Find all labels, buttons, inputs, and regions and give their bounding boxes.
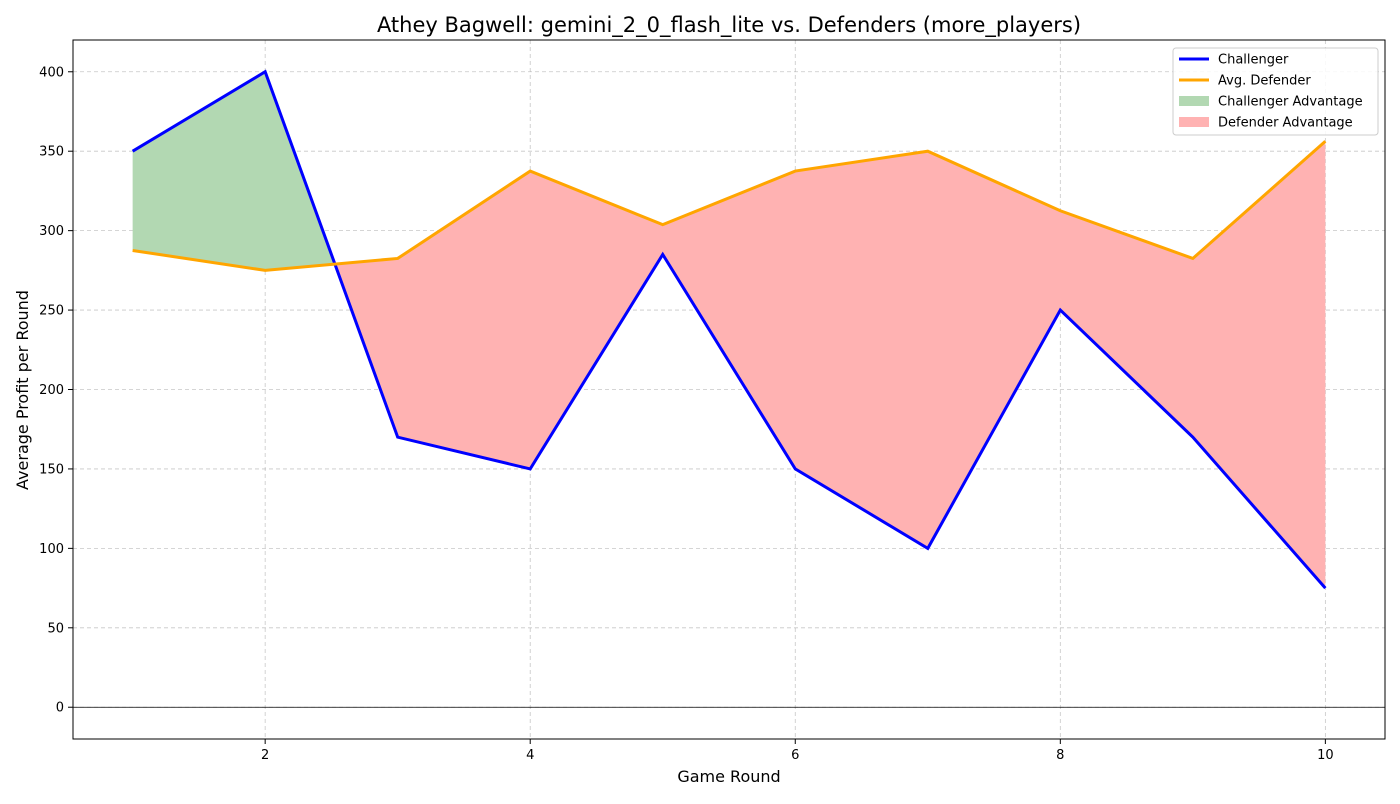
- x-tick-label: 8: [1056, 748, 1064, 763]
- y-tick-label: 250: [39, 304, 64, 319]
- y-tick-label: 200: [39, 383, 64, 398]
- x-axis-label: Game Round: [677, 767, 780, 786]
- x-tick-label: 4: [526, 748, 534, 763]
- y-tick-label: 300: [39, 224, 64, 239]
- legend-challenger-label: Challenger: [1218, 53, 1289, 68]
- y-tick-label: 0: [56, 701, 64, 716]
- legend-defender-advantage-label: Defender Advantage: [1218, 116, 1353, 131]
- legend-box: [1172, 47, 1379, 136]
- legend-defender-advantage-swatch: [1179, 117, 1209, 127]
- x-tick-label: 2: [261, 748, 269, 763]
- legend-defender-label: Avg. Defender: [1218, 74, 1311, 89]
- x-tick-label: 6: [791, 748, 799, 763]
- legend-challenger-advantage-label: Challenger Advantage: [1218, 95, 1363, 110]
- defender-line: [132, 140, 1327, 272]
- legend-challenger-advantage-swatch: [1179, 96, 1209, 106]
- y-tick-label: 50: [47, 621, 64, 636]
- y-tick-label: 350: [39, 145, 64, 160]
- legend: Challenger Avg. Defender Challenger Advant…: [1172, 47, 1379, 136]
- y-tick-label: 400: [39, 65, 64, 80]
- challenger-line: [131, 69, 1327, 590]
- y-axis-label: Average Profit per Round: [13, 290, 32, 490]
- x-tick-label: 10: [1317, 748, 1334, 763]
- defender-advantage-area: [334, 141, 1326, 589]
- challenger-advantage-area: [132, 71, 335, 271]
- y-tick-label: 100: [39, 542, 64, 557]
- y-tick-label: 150: [39, 462, 64, 477]
- chart-title: Athey Bagwell: gemini_2_0_flash_lite vs.…: [377, 13, 1081, 38]
